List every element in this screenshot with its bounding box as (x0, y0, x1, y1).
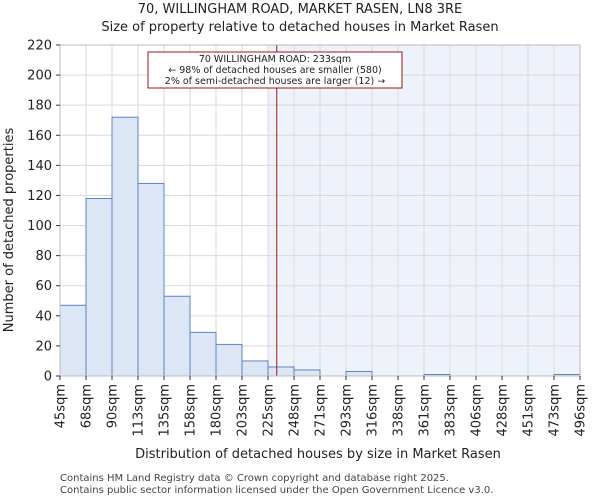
annotation-line-3: 2% of semi-detached houses are larger (1… (165, 76, 385, 87)
bar (241, 360, 269, 377)
y-tick-label: 60 (35, 279, 52, 294)
x-tick-label: 293sqm (340, 384, 355, 437)
x-tick-label: 225sqm (262, 384, 277, 437)
x-tick-label: 203sqm (236, 384, 251, 437)
bar (189, 331, 217, 377)
bar (163, 295, 191, 377)
annotation-frame (147, 51, 403, 89)
x-axis-label: Distribution of detached houses by size … (135, 447, 501, 462)
bar (85, 197, 113, 377)
x-tick-label: 45sqm (54, 384, 69, 428)
x-tick-label: 135sqm (158, 384, 173, 437)
bar (293, 369, 321, 377)
x-tick-label: 90sqm (106, 384, 121, 428)
y-axis: 0 20 40 60 80 100 120 140 160 180 200 220 (27, 39, 60, 385)
y-axis-label: Number of detached properties (2, 128, 17, 333)
x-tick-label: 338sqm (392, 384, 407, 437)
y-tick-label: 160 (27, 129, 52, 144)
x-tick-label: 68sqm (80, 384, 95, 428)
bar (59, 304, 87, 377)
x-tick-label: 361sqm (418, 384, 433, 437)
bar (111, 116, 139, 377)
bars (59, 116, 581, 377)
y-tick-label: 0 (44, 370, 52, 385)
x-tick-label: 248sqm (288, 384, 303, 437)
annotation-box: 70 WILLINGHAM ROAD: 233sqm ← 98% of deta… (147, 51, 403, 89)
y-tick-label: 140 (27, 159, 52, 174)
footer-line-2: Contains public sector information licen… (60, 485, 494, 496)
bar (215, 343, 243, 377)
x-axis: 45sqm 68sqm 90sqm 113sqm 135sqm 158sqm 180sqm 2… (54, 376, 589, 437)
bar (137, 182, 165, 377)
x-tick-label: 180sqm (210, 384, 225, 437)
x-tick-label: 383sqm (444, 384, 459, 437)
x-tick-label: 473sqm (548, 384, 563, 437)
y-tick-label: 200 (27, 69, 52, 84)
y-tick-label: 100 (27, 219, 52, 234)
x-tick-label: 496sqm (574, 384, 589, 437)
x-tick-label: 316sqm (366, 384, 381, 437)
x-tick-label: 428sqm (496, 384, 511, 437)
chart-subtitle: Size of property relative to detached ho… (101, 20, 498, 35)
chart-title: 70, WILLINGHAM ROAD, MARKET RASEN, LN8 3… (138, 2, 463, 17)
y-tick-label: 220 (27, 39, 52, 54)
y-tick-label: 120 (27, 189, 52, 204)
y-tick-label: 20 (35, 339, 52, 354)
annotation-line-2: ← 98% of detached houses are smaller (58… (168, 65, 381, 76)
y-tick-label: 180 (27, 99, 52, 114)
bar (345, 370, 373, 377)
x-tick-label: 451sqm (522, 384, 537, 437)
x-tick-label: 113sqm (132, 384, 147, 437)
bar (267, 366, 295, 377)
y-tick-label: 40 (35, 309, 52, 324)
x-tick-label: 271sqm (314, 384, 329, 437)
x-tick-label: 406sqm (470, 384, 485, 437)
footer-line-1: Contains HM Land Registry data © Crown c… (60, 473, 449, 484)
y-tick-label: 80 (35, 249, 52, 264)
x-tick-label: 158sqm (184, 384, 199, 437)
annotation-line-1: 70 WILLINGHAM ROAD: 233sqm (199, 54, 351, 65)
